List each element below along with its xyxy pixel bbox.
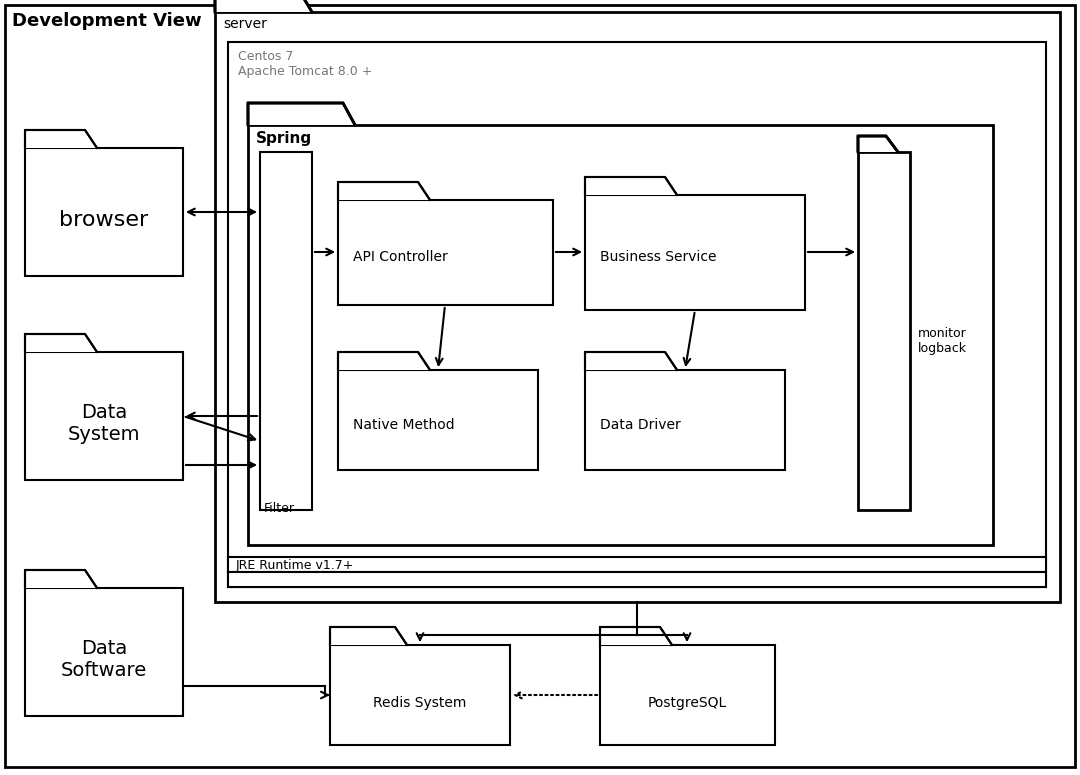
Bar [228, 572, 1047, 587]
Text: Spring: Spring [256, 131, 312, 146]
Text: Business Service: Business Service [600, 250, 716, 264]
Text: API Controller: API Controller [353, 250, 448, 264]
Polygon shape [25, 130, 97, 148]
Text: Data
System: Data System [68, 404, 140, 445]
Polygon shape [858, 136, 897, 152]
Polygon shape [215, 0, 312, 12]
Bar [215, 12, 1059, 602]
Polygon shape [25, 334, 97, 352]
Text: Centos 7
Apache Tomcat 8.0 +: Centos 7 Apache Tomcat 8.0 + [238, 50, 373, 78]
Bar [25, 352, 183, 480]
Text: browser: browser [59, 210, 149, 230]
Bar [338, 200, 553, 305]
Bar [585, 195, 805, 310]
Bar [228, 557, 1047, 572]
Bar [600, 645, 775, 745]
Text: Filter: Filter [264, 502, 295, 515]
Text: JRE Runtime v1.7+: JRE Runtime v1.7+ [237, 559, 354, 572]
Polygon shape [338, 352, 430, 370]
Bar [858, 152, 910, 510]
Polygon shape [585, 177, 677, 195]
Polygon shape [338, 182, 430, 200]
Bar [585, 370, 785, 470]
Text: PostgreSQL: PostgreSQL [647, 696, 727, 710]
Text: Data
Software: Data Software [60, 639, 147, 680]
Bar [330, 645, 510, 745]
Polygon shape [585, 352, 677, 370]
Text: Data Driver: Data Driver [600, 418, 680, 432]
Text: server: server [222, 17, 267, 31]
Polygon shape [25, 570, 97, 588]
Text: monitor
logback: monitor logback [918, 327, 967, 355]
Polygon shape [330, 627, 407, 645]
Text: Development View: Development View [12, 12, 202, 30]
Bar [260, 152, 312, 510]
Polygon shape [600, 627, 672, 645]
Bar [25, 588, 183, 716]
Text: Native Method: Native Method [353, 418, 455, 432]
Bar [248, 125, 993, 545]
Bar [338, 370, 538, 470]
Bar [25, 148, 183, 276]
Polygon shape [248, 103, 355, 125]
Text: Redis System: Redis System [374, 696, 467, 710]
Bar [228, 42, 1047, 587]
